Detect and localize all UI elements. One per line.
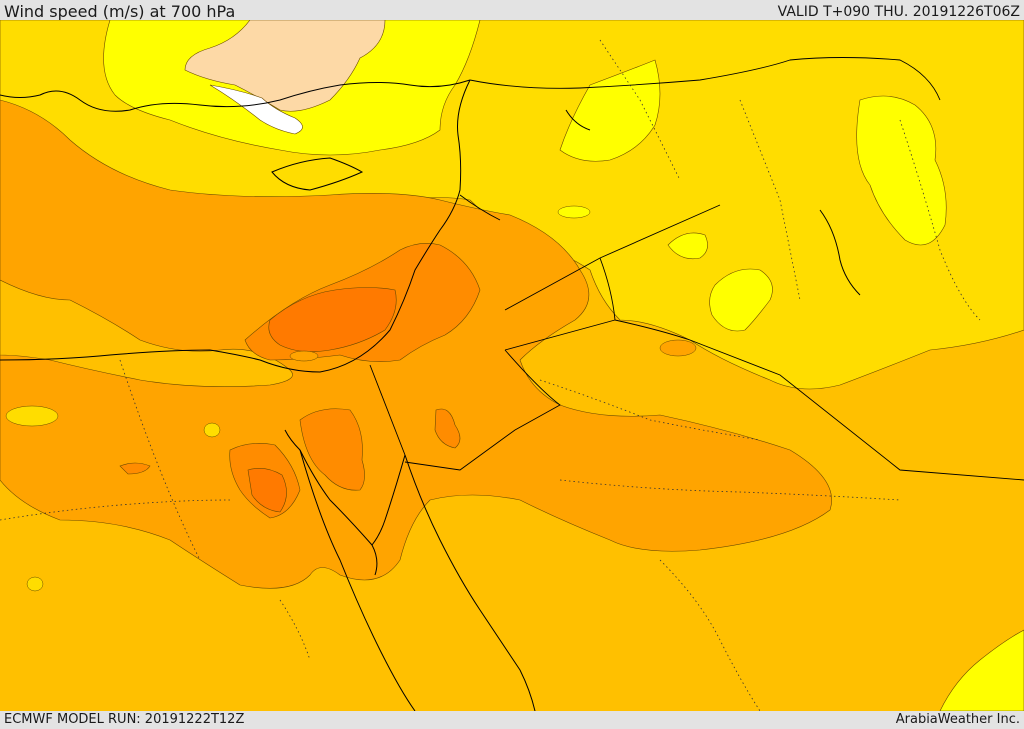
borders xyxy=(369,57,1024,481)
header-bar: Wind speed (m/s) at 700 hPa VALID T+090 … xyxy=(0,0,1024,22)
field-blob xyxy=(26,576,44,592)
field-blob xyxy=(203,422,221,438)
model-run-label: ECMWF MODEL RUN: 20191222T12Z xyxy=(4,712,245,727)
field-blob xyxy=(557,205,591,219)
field-orange-sinai xyxy=(299,408,365,491)
field-dark-orange-2 xyxy=(247,468,287,513)
field-yellow-ne xyxy=(856,95,947,246)
field-dark-orange xyxy=(268,287,397,352)
map-title: Wind speed (m/s) at 700 hPa xyxy=(4,2,236,21)
credit-label: ArabiaWeather Inc. xyxy=(895,712,1020,727)
field-orange-small xyxy=(434,408,461,449)
field-white xyxy=(209,84,303,135)
valid-time-label: VALID T+090 THU. 20191226T06Z xyxy=(777,4,1020,20)
field-yellow-blob1 xyxy=(709,268,773,332)
coastlines xyxy=(0,79,861,711)
field-yellow-blob2 xyxy=(667,232,708,259)
wind-speed-map[interactable] xyxy=(0,20,1024,711)
field-blob xyxy=(5,405,59,427)
field-blob xyxy=(659,339,697,357)
field-yellow-se xyxy=(939,629,1024,711)
footer-bar: ECMWF MODEL RUN: 20191222T12Z ArabiaWeat… xyxy=(0,711,1024,729)
field-orange-left xyxy=(119,462,151,475)
field-blob xyxy=(289,350,319,362)
field-gold-med xyxy=(0,279,293,387)
admin-borders xyxy=(0,39,981,711)
field-yellow-mid xyxy=(559,59,661,162)
